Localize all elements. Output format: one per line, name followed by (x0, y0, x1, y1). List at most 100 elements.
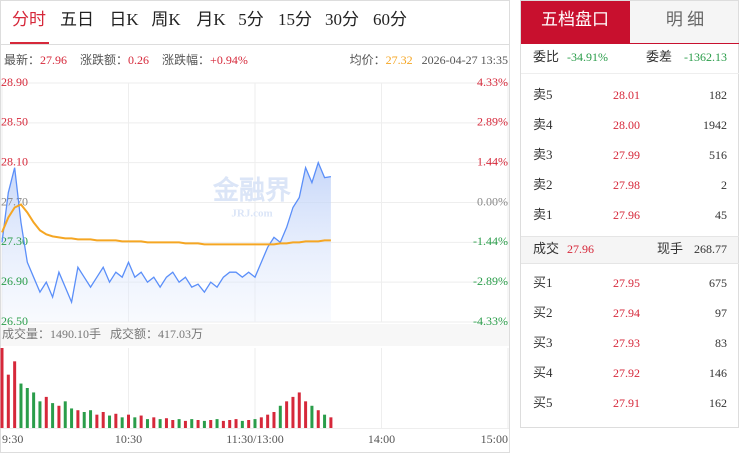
level-price: 27.98 (613, 178, 640, 192)
tab[interactable]: 月K (196, 10, 226, 29)
level-label: 卖4 (533, 117, 553, 132)
tab-active[interactable]: 分时 (12, 10, 46, 29)
volume-bar (297, 392, 301, 428)
diff-label: 委差 (646, 49, 672, 64)
volume-bar (152, 417, 156, 428)
value: +0.94% (210, 53, 248, 67)
trade-price: 27.96 (567, 242, 594, 256)
hand: 268.77 (694, 242, 727, 256)
volume-bar (310, 405, 314, 428)
volume-bar (0, 348, 4, 428)
volume-bar (171, 420, 175, 428)
volume-bar (164, 418, 168, 428)
y2-tick-label: -2.89% (473, 274, 508, 288)
volume-bar (70, 408, 74, 428)
ratio-label: 委比 (533, 49, 559, 64)
volume-bar (221, 420, 225, 428)
level-volume: 182 (709, 88, 727, 102)
volume-bar (323, 414, 327, 428)
label: 涨跌幅： (162, 52, 210, 67)
label: 成交量： (2, 326, 50, 341)
level-price: 27.96 (613, 208, 640, 222)
volume-bar (13, 361, 17, 428)
level-volume: 146 (709, 366, 727, 380)
level-volume: 83 (715, 336, 727, 350)
volume-bar (304, 401, 308, 428)
volume-bar (120, 417, 124, 428)
value: 0.26 (128, 53, 149, 67)
y2-tick-label: 4.33% (477, 75, 508, 89)
tab-bg (630, 1, 738, 43)
tab[interactable]: 日K (109, 10, 139, 29)
level-price: 28.01 (613, 88, 640, 102)
volume-bar (57, 405, 61, 428)
volume-bar (183, 420, 187, 428)
level-label: 买3 (533, 335, 553, 350)
level-volume: 45 (715, 208, 727, 222)
level-volume: 1942 (703, 118, 727, 132)
volume-bar (253, 419, 257, 428)
value: 417.03万 (158, 327, 203, 341)
y2-tick-label: -4.33% (473, 314, 508, 328)
level-volume: 2 (721, 178, 727, 192)
tab[interactable]: 五日 (60, 10, 94, 29)
level-label: 买5 (533, 395, 553, 410)
ratio: -34.91% (567, 50, 608, 64)
volume-bar (95, 414, 99, 428)
level-label: 卖5 (533, 87, 553, 102)
volume-bar (316, 410, 320, 428)
tab[interactable]: 5分 (238, 10, 264, 29)
price-area (2, 162, 331, 322)
trade-row-bg (521, 237, 738, 263)
volume-bar (25, 388, 29, 428)
active-tab-bg (521, 1, 630, 43)
datetime: 2026-04-27 13:35 (422, 53, 508, 67)
x-tick-label: 14:00 (368, 432, 395, 446)
trade-label: 成交 (533, 241, 559, 256)
volume-bar (196, 420, 200, 428)
volume-bar (228, 420, 232, 428)
y-tick-label: 27.30 (1, 234, 28, 248)
volume-bar (234, 419, 238, 428)
volume-bar (209, 420, 213, 428)
y-tick-label: 26.50 (1, 314, 28, 328)
level-volume: 675 (709, 276, 727, 290)
volume-bar (177, 419, 181, 428)
watermark: JRJ.com (231, 208, 272, 220)
volume-bar (32, 392, 36, 428)
tab-active[interactable]: 五档盘口 (541, 10, 609, 29)
volume-bar (285, 401, 289, 428)
volume-bar (63, 401, 67, 428)
level-price: 27.92 (613, 366, 640, 380)
tab[interactable]: 60分 (373, 10, 407, 29)
volume-bar (329, 417, 333, 428)
level-volume: 162 (709, 396, 727, 410)
volume-bar (202, 420, 206, 428)
volume-bar (266, 414, 270, 428)
volume-bar (108, 415, 112, 428)
value: 27.96 (40, 53, 67, 67)
tab[interactable]: 周K (151, 10, 181, 29)
value: 1490.10手 (50, 327, 101, 341)
level-label: 买1 (533, 275, 553, 290)
x-tick-label: 9:30 (2, 432, 23, 446)
volume-bar (6, 374, 10, 428)
quote-bar: 最新：27.96 涨跌额：0.26 涨跌幅：+0.94% (4, 52, 248, 67)
volume-bar (190, 419, 194, 428)
avg-bar: 均价：27.32 2026-04-27 13:35 (350, 53, 508, 67)
tab[interactable]: 15分 (278, 10, 312, 29)
level-volume: 97 (715, 306, 727, 320)
tab[interactable]: 30分 (325, 10, 359, 29)
y-tick-label: 28.10 (1, 154, 28, 168)
level-label: 卖1 (533, 207, 553, 222)
volume-header-bg (1, 324, 509, 346)
y-tick-label: 28.50 (1, 115, 28, 129)
volume-bar (240, 420, 244, 428)
y2-tick-label: 2.89% (477, 114, 508, 128)
tab[interactable]: 明 细 (666, 10, 704, 29)
level-volume: 516 (709, 148, 727, 162)
volume-bar (76, 410, 80, 428)
volume-bar (51, 403, 55, 428)
volume-bar (89, 410, 93, 428)
